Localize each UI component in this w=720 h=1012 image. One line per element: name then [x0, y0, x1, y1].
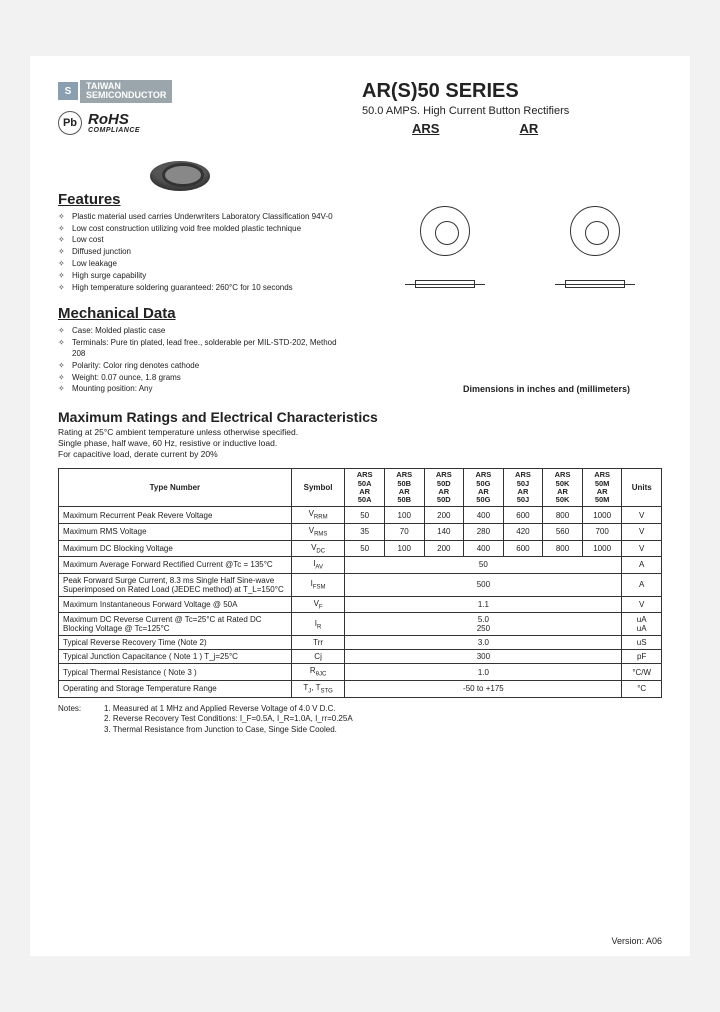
model-ar: AR — [519, 121, 538, 136]
model-ars: ARS — [412, 121, 439, 136]
feature-item: High surge capability — [58, 271, 338, 282]
rohs-block: RoHS COMPLIANCE — [88, 112, 140, 134]
top-view-icon — [420, 206, 470, 256]
mechanical-item: Mounting position: Any — [58, 384, 338, 395]
feature-item: Plastic material used carries Underwrite… — [58, 212, 338, 223]
mechanical-item: Polarity: Color ring denotes cathode — [58, 361, 338, 372]
mechanical-item: Case: Molded plastic case — [58, 326, 338, 337]
table-row: Typical Reverse Recovery Time (Note 2)Tr… — [59, 636, 662, 650]
feature-item: Low leakage — [58, 259, 338, 270]
rohs-label: RoHS — [88, 112, 140, 127]
mechanical-item: Weight: 0.07 ounce, 1.8 grams — [58, 373, 338, 384]
table-row: Maximum DC Blocking VoltageVDC5010020040… — [59, 540, 662, 557]
title-block: AR(S)50 SERIES 50.0 AMPS. High Current B… — [362, 80, 662, 149]
ar-diagram — [540, 206, 650, 356]
feature-item: Low cost — [58, 235, 338, 246]
table-row: Maximum Average Forward Rectified Curren… — [59, 557, 662, 574]
series-subtitle: 50.0 AMPS. High Current Button Rectifier… — [362, 105, 662, 117]
top-view-icon — [570, 206, 620, 256]
feature-item: High temperature soldering guaranteed: 2… — [58, 283, 338, 294]
button-rectifier-icon — [150, 161, 210, 191]
side-view-icon — [555, 274, 635, 294]
table-row: Typical Junction Capacitance ( Note 1 ) … — [59, 650, 662, 664]
rohs-row: Pb RoHS COMPLIANCE — [58, 111, 258, 135]
dimension-diagrams — [390, 206, 650, 356]
rohs-sublabel: COMPLIANCE — [88, 127, 140, 134]
side-view-icon — [405, 274, 485, 294]
notes-block: Notes:1. Measured at 1 MHz and Applied R… — [58, 704, 662, 736]
company-logo: S TAIWAN SEMICONDUCTOR — [58, 80, 258, 103]
table-row: Maximum DC Reverse Current @ Tc=25°C at … — [59, 613, 662, 636]
table-row: Operating and Storage Temperature RangeT… — [59, 680, 662, 697]
version-label: Version: A06 — [611, 936, 662, 946]
dimensions-note: Dimensions in inches and (millimeters) — [463, 384, 630, 394]
header-row: S TAIWAN SEMICONDUCTOR Pb RoHS COMPLIANC… — [58, 80, 662, 149]
ars-diagram — [390, 206, 500, 356]
table-row: Peak Forward Surge Current, 8.3 ms Singl… — [59, 573, 662, 596]
ratings-heading: Maximum Ratings and Electrical Character… — [58, 409, 662, 425]
spec-table: Type NumberSymbolARS50AAR50AARS50BAR50BA… — [58, 468, 662, 697]
product-image — [150, 161, 220, 201]
logo-mark: S — [58, 82, 78, 100]
datasheet-page: S TAIWAN SEMICONDUCTOR Pb RoHS COMPLIANC… — [30, 56, 690, 956]
model-labels: ARS AR — [362, 121, 662, 136]
logo-text: TAIWAN SEMICONDUCTOR — [80, 80, 172, 103]
mechanical-list: Case: Molded plastic caseTerminals: Pure… — [58, 326, 338, 395]
logo-block: S TAIWAN SEMICONDUCTOR Pb RoHS COMPLIANC… — [58, 80, 258, 149]
table-row: Maximum Instantaneous Forward Voltage @ … — [59, 596, 662, 613]
table-row: Typical Thermal Resistance ( Note 3 )RθJ… — [59, 664, 662, 681]
features-list: Plastic material used carries Underwrite… — [58, 212, 338, 294]
series-title: AR(S)50 SERIES — [362, 80, 662, 103]
feature-item: Low cost construction utilizing void fre… — [58, 224, 338, 235]
feature-item: Diffused junction — [58, 247, 338, 258]
table-row: Maximum Recurrent Peak Revere VoltageVRR… — [59, 507, 662, 524]
mechanical-item: Terminals: Pure tin plated, lead free., … — [58, 338, 338, 360]
pb-icon: Pb — [58, 111, 82, 135]
table-row: Maximum RMS VoltageVRMS35701402804205607… — [59, 523, 662, 540]
ratings-intro: Rating at 25°C ambient temperature unles… — [58, 427, 662, 460]
